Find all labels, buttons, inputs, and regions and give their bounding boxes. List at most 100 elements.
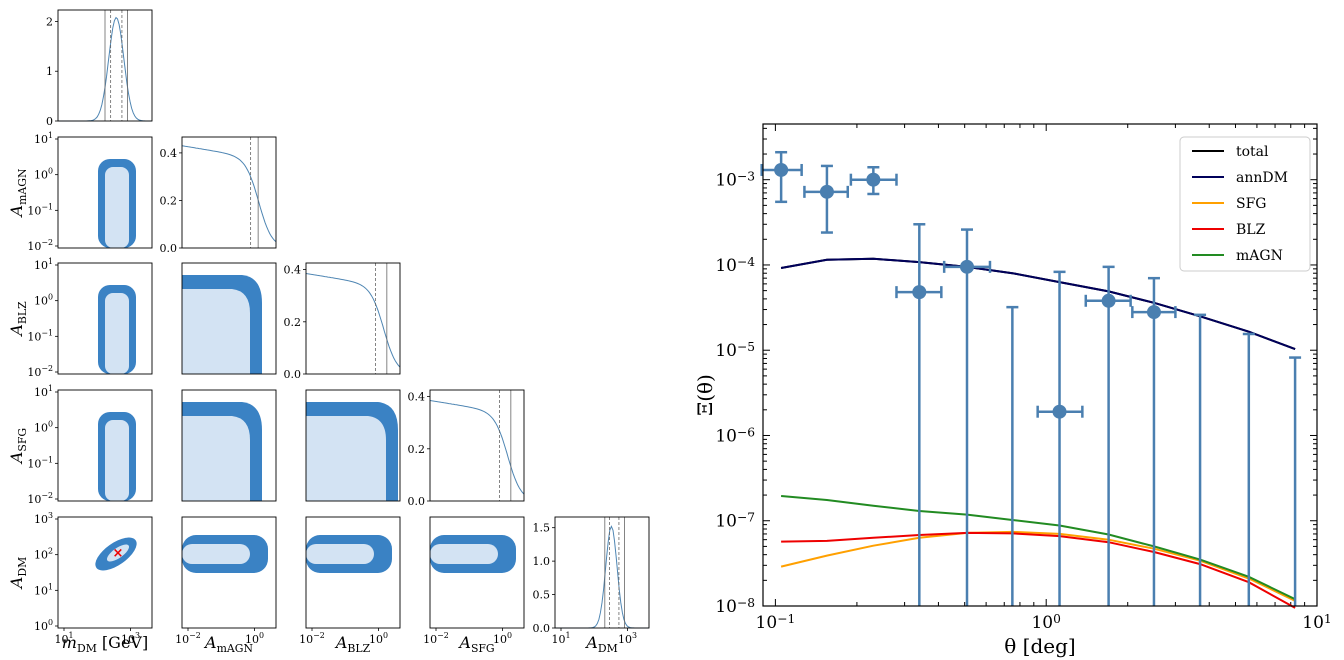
y-tick-label: 1 (46, 65, 53, 78)
point-marker (819, 184, 834, 199)
panel-frame (57, 262, 153, 375)
data-point-6 (1036, 270, 1084, 606)
y-tick-label: 0.4 (284, 264, 302, 277)
point-marker (1052, 404, 1067, 419)
x-tick-label: 101 (54, 631, 73, 646)
contour-inner (106, 544, 130, 562)
legend-label-total: total (1236, 144, 1269, 160)
y-tick-label: 0.4 (160, 147, 178, 160)
data-point-5 (1006, 305, 1019, 606)
point-marker (866, 172, 881, 187)
contour-inner (430, 544, 498, 564)
y-axis-label: ASFG (7, 428, 29, 465)
plot-frame (762, 123, 1318, 607)
y-tick-label: 0 (46, 115, 53, 128)
contour-inner (182, 416, 250, 501)
panel-frame (181, 516, 277, 629)
panel-ASFG-ABLZ (305, 389, 401, 502)
x-tick-label: 100 (493, 631, 512, 646)
x-tick-label: 100 (1031, 612, 1060, 633)
x-tick-label: 103 (121, 631, 140, 646)
legend-label-mAGN: mAGN (1236, 248, 1283, 264)
y-tick-label: 0.0 (284, 368, 302, 381)
x-axis-label: θ [deg] (1004, 634, 1075, 658)
point-marker (774, 162, 789, 177)
x-tick-label: 10−1 (756, 612, 796, 633)
y-tick-label: 0.0 (408, 495, 426, 508)
panel-frame (305, 262, 401, 375)
y-axis-label: AmAGN (7, 168, 29, 218)
contour-inner (182, 289, 250, 374)
best-fit-marker: × (113, 546, 124, 561)
y-tick-label: 1.0 (533, 555, 551, 568)
panel-frame (57, 389, 153, 502)
y-tick-label: 10−6 (715, 425, 755, 446)
y-tick-label: 0.4 (408, 391, 426, 404)
panel-frame (57, 9, 153, 122)
panel-ASFG-ASFG: 0.0 0.2 0.4 (408, 389, 525, 508)
x-axis-label: ADM (584, 633, 617, 655)
y-axis-label: Ξ(θ) (693, 374, 717, 416)
y-axis-label: ABLZ (7, 301, 29, 338)
x-tick-label: 10−2 (423, 631, 449, 646)
x-tick-label: 100 (369, 631, 388, 646)
panel-frame (181, 262, 277, 375)
contour-inner (182, 544, 250, 564)
y-tick-label: 0.2 (408, 443, 426, 456)
data-point-0 (760, 150, 803, 204)
y-tick-label: 0.2 (160, 194, 178, 207)
series-line-annDM (780, 257, 1296, 351)
y-tick-label: 100 (34, 420, 53, 435)
y-tick-label: 100 (34, 167, 53, 182)
y-tick-label: 103 (34, 511, 53, 526)
panel-AmAGN-mDM: 10−2 10−1 100 101 (27, 131, 153, 253)
legend-label-annDM: annDM (1236, 170, 1288, 186)
panel-frame (305, 516, 401, 629)
x-tick-label: 101 (1302, 612, 1331, 633)
panel-frame (429, 516, 525, 629)
x-tick-label: 10−2 (175, 631, 201, 646)
marginal-curve (181, 145, 277, 243)
y-tick-label: 0.5 (533, 589, 551, 602)
contour-inner (105, 293, 129, 374)
y-tick-label: 101 (34, 582, 53, 597)
panel-ASFG-AmAGN (181, 389, 277, 502)
y-axis-label: ADM (7, 557, 29, 590)
y-tick-label: 102 (34, 547, 53, 562)
data-point-4 (942, 228, 992, 606)
y-tick-label: 10−1 (27, 328, 53, 343)
point-marker (1146, 305, 1161, 320)
y-tick-label: 100 (34, 293, 53, 308)
panel-ABLZ-ABLZ: 0.0 0.2 0.4 (284, 262, 401, 381)
point-marker (960, 259, 975, 274)
panel-AmAGN-AmAGN: 0.0 0.2 0.4 (160, 136, 277, 255)
panel-frame (305, 389, 401, 502)
panel-frame (181, 136, 277, 249)
y-tick-label: 100 (34, 618, 53, 633)
data-point-7 (1084, 265, 1132, 606)
data-point-9 (1194, 313, 1207, 606)
contour-inner (105, 420, 129, 501)
y-tick-label: 0.2 (284, 316, 302, 329)
panel-frame (57, 516, 153, 629)
marginal-curve (429, 400, 525, 495)
y-tick-label: 10−8 (715, 596, 755, 617)
y-tick-label: 10−3 (715, 170, 755, 191)
series-line-mAGN (781, 495, 1296, 601)
y-tick-label: 0.0 (160, 242, 178, 255)
series-line-BLZ (781, 531, 1296, 609)
data-point-10 (1242, 332, 1255, 606)
y-tick-label: 0.0 (533, 622, 551, 635)
marginal-curve (555, 525, 649, 629)
series-line-total (780, 257, 1296, 351)
legend-label-SFG: SFG (1236, 196, 1267, 212)
y-tick-label: 101 (34, 257, 53, 272)
data-point-2 (849, 165, 898, 196)
panel-ASFG-mDM: 10−2 10−1 100 101 (27, 384, 153, 506)
point-marker (912, 285, 927, 300)
panel-frame (57, 136, 153, 249)
